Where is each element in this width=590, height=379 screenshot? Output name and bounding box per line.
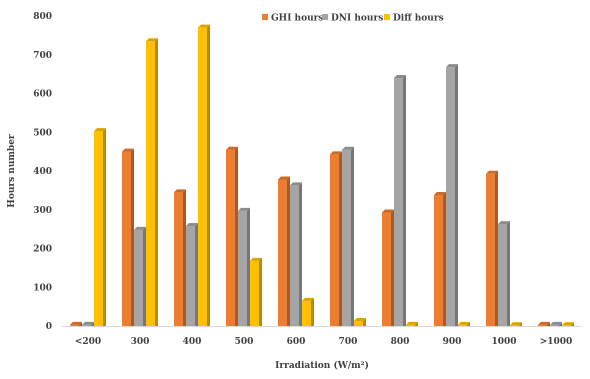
y-tick-label: 100 <box>33 283 52 293</box>
x-axis-title: Irradiation (W/m²) <box>275 360 369 371</box>
bar <box>406 321 418 326</box>
bar <box>562 322 574 326</box>
legend-swatch <box>262 14 268 20</box>
y-axis-title: Hours number <box>7 134 17 208</box>
legend-label: DNI hours <box>331 14 383 24</box>
y-tick-label: 200 <box>33 245 52 255</box>
y-axis-ticks: 0 100 200 300 400 500 600 700 800 <box>33 12 52 332</box>
bar <box>278 176 290 326</box>
x-tick-label: >1000 <box>540 337 573 347</box>
legend: GHI hours DNI hours Diff hours <box>262 14 444 24</box>
legend-label: GHI hours <box>271 14 323 24</box>
x-tick-label: 300 <box>131 337 150 347</box>
bar <box>382 209 394 326</box>
y-tick-label: 400 <box>33 167 52 177</box>
bars <box>70 24 574 327</box>
x-axis-ticks: <200 300 400 500 600 700 800 900 1000 >1000 <box>75 337 572 347</box>
legend-item: Diff hours <box>384 14 444 24</box>
y-tick-label: 600 <box>33 90 52 100</box>
bar <box>434 192 446 326</box>
y-tick-label: 300 <box>33 206 52 216</box>
bar <box>174 189 186 326</box>
bar <box>486 170 498 326</box>
bar <box>134 226 146 326</box>
bar <box>198 24 210 326</box>
y-tick-label: 800 <box>33 12 52 22</box>
x-tick-label: 400 <box>183 337 202 347</box>
bar <box>250 257 262 326</box>
bar <box>498 221 510 326</box>
bar <box>394 75 406 326</box>
x-tick-label: 700 <box>339 337 358 347</box>
legend-item: GHI hours <box>262 14 323 24</box>
bar <box>446 64 458 327</box>
bar <box>354 317 366 326</box>
x-tick-label: 600 <box>287 337 306 347</box>
bar <box>94 128 106 326</box>
bar <box>510 322 522 326</box>
legend-item: DNI hours <box>322 14 383 24</box>
legend-swatch <box>322 14 328 20</box>
bar <box>82 321 94 326</box>
bar <box>226 146 238 326</box>
bar <box>550 321 562 326</box>
bar <box>342 146 354 326</box>
x-tick-label: 900 <box>443 337 462 347</box>
bar <box>538 321 550 326</box>
bar <box>70 321 82 326</box>
bar <box>238 207 250 326</box>
bar <box>146 38 158 326</box>
y-tick-label: 0 <box>46 322 52 332</box>
bar <box>186 223 198 326</box>
y-tick-label: 500 <box>33 128 52 138</box>
bar <box>290 182 302 326</box>
bar <box>122 148 134 326</box>
bar <box>330 151 342 326</box>
legend-label: Diff hours <box>393 14 444 24</box>
bar <box>302 297 314 326</box>
x-tick-label: 1000 <box>491 337 516 347</box>
x-tick-label: <200 <box>75 337 101 347</box>
y-tick-label: 700 <box>33 51 52 61</box>
x-tick-label: 800 <box>391 337 410 347</box>
legend-swatch <box>384 14 390 20</box>
x-tick-label: 500 <box>235 337 254 347</box>
bar <box>458 321 470 326</box>
